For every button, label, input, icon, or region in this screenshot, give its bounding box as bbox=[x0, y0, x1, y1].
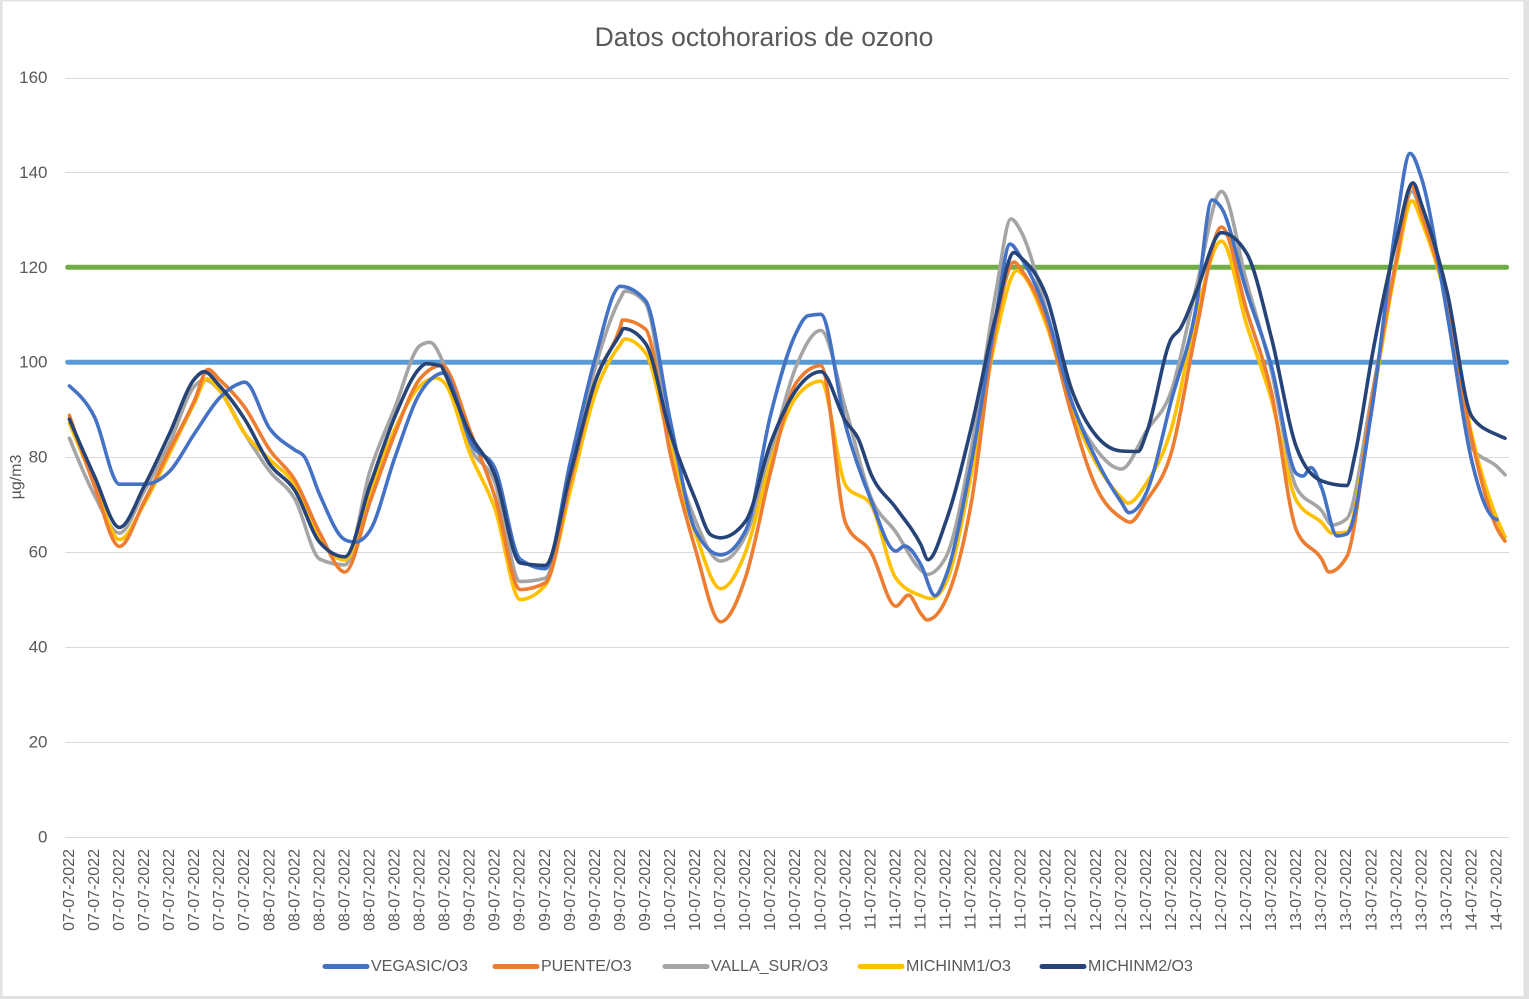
svg-text:07-07-2022: 07-07-2022 bbox=[161, 849, 178, 931]
svg-text:13-07-2022: 13-07-2022 bbox=[1363, 849, 1380, 931]
svg-text:20: 20 bbox=[29, 732, 48, 751]
svg-text:07-07-2022: 07-07-2022 bbox=[136, 849, 153, 931]
svg-text:12-07-2022: 12-07-2022 bbox=[1188, 849, 1205, 931]
svg-text:08-07-2022: 08-07-2022 bbox=[261, 849, 278, 931]
svg-text:09-07-2022: 09-07-2022 bbox=[637, 849, 654, 931]
svg-text:13-07-2022: 13-07-2022 bbox=[1288, 849, 1305, 931]
svg-text:MICHINM1/O3: MICHINM1/O3 bbox=[906, 958, 1011, 975]
svg-text:07-07-2022: 07-07-2022 bbox=[61, 849, 78, 931]
svg-text:11-07-2022: 11-07-2022 bbox=[1013, 849, 1030, 930]
svg-text:11-07-2022: 11-07-2022 bbox=[887, 849, 904, 930]
svg-text:10-07-2022: 10-07-2022 bbox=[712, 849, 729, 931]
svg-text:14-07-2022: 14-07-2022 bbox=[1489, 849, 1506, 931]
svg-text:10-07-2022: 10-07-2022 bbox=[737, 849, 754, 931]
svg-text:13-07-2022: 13-07-2022 bbox=[1338, 849, 1355, 931]
svg-text:07-07-2022: 07-07-2022 bbox=[86, 849, 103, 931]
svg-text:09-07-2022: 09-07-2022 bbox=[512, 849, 529, 931]
svg-text:10-07-2022: 10-07-2022 bbox=[787, 849, 804, 931]
svg-text:07-07-2022: 07-07-2022 bbox=[211, 849, 228, 931]
svg-text:12-07-2022: 12-07-2022 bbox=[1113, 849, 1130, 931]
svg-text:08-07-2022: 08-07-2022 bbox=[412, 849, 429, 931]
svg-text:VEGASIC/O3: VEGASIC/O3 bbox=[371, 958, 468, 975]
svg-text:09-07-2022: 09-07-2022 bbox=[537, 849, 554, 931]
svg-text:11-07-2022: 11-07-2022 bbox=[988, 849, 1005, 930]
svg-text:10-07-2022: 10-07-2022 bbox=[687, 849, 704, 931]
svg-text:12-07-2022: 12-07-2022 bbox=[1138, 849, 1155, 931]
svg-text:12-07-2022: 12-07-2022 bbox=[1063, 849, 1080, 931]
svg-text:11-07-2022: 11-07-2022 bbox=[938, 849, 955, 930]
svg-text:12-07-2022: 12-07-2022 bbox=[1088, 849, 1105, 931]
svg-text:08-07-2022: 08-07-2022 bbox=[437, 849, 454, 931]
svg-text:MICHINM2/O3: MICHINM2/O3 bbox=[1088, 958, 1193, 975]
svg-text:160: 160 bbox=[19, 68, 47, 87]
svg-text:13-07-2022: 13-07-2022 bbox=[1313, 849, 1330, 931]
svg-text:µg/m3: µg/m3 bbox=[8, 455, 25, 500]
svg-text:13-07-2022: 13-07-2022 bbox=[1388, 849, 1405, 931]
svg-text:13-07-2022: 13-07-2022 bbox=[1438, 849, 1455, 931]
svg-text:11-07-2022: 11-07-2022 bbox=[862, 849, 879, 930]
svg-text:09-07-2022: 09-07-2022 bbox=[587, 849, 604, 931]
svg-text:11-07-2022: 11-07-2022 bbox=[963, 849, 980, 930]
svg-text:08-07-2022: 08-07-2022 bbox=[336, 849, 353, 931]
svg-text:11-07-2022: 11-07-2022 bbox=[1038, 849, 1055, 930]
svg-text:09-07-2022: 09-07-2022 bbox=[462, 849, 479, 931]
svg-text:08-07-2022: 08-07-2022 bbox=[286, 849, 303, 931]
svg-text:PUENTE/O3: PUENTE/O3 bbox=[541, 958, 632, 975]
svg-text:100: 100 bbox=[19, 353, 47, 372]
svg-text:12-07-2022: 12-07-2022 bbox=[1163, 849, 1180, 931]
svg-text:07-07-2022: 07-07-2022 bbox=[111, 849, 128, 931]
svg-text:Datos octohorarios de ozono: Datos octohorarios de ozono bbox=[595, 22, 934, 52]
svg-text:60: 60 bbox=[29, 543, 48, 562]
svg-text:11-07-2022: 11-07-2022 bbox=[913, 849, 930, 930]
svg-text:140: 140 bbox=[19, 163, 47, 182]
svg-text:10-07-2022: 10-07-2022 bbox=[762, 849, 779, 931]
svg-text:07-07-2022: 07-07-2022 bbox=[236, 849, 253, 931]
svg-text:09-07-2022: 09-07-2022 bbox=[562, 849, 579, 931]
svg-text:80: 80 bbox=[29, 448, 48, 467]
svg-text:10-07-2022: 10-07-2022 bbox=[662, 849, 679, 931]
svg-text:12-07-2022: 12-07-2022 bbox=[1213, 849, 1230, 931]
svg-text:12-07-2022: 12-07-2022 bbox=[1238, 849, 1255, 931]
svg-text:13-07-2022: 13-07-2022 bbox=[1263, 849, 1280, 931]
svg-text:08-07-2022: 08-07-2022 bbox=[387, 849, 404, 931]
svg-text:08-07-2022: 08-07-2022 bbox=[361, 849, 378, 931]
svg-text:09-07-2022: 09-07-2022 bbox=[487, 849, 504, 931]
svg-text:10-07-2022: 10-07-2022 bbox=[812, 849, 829, 931]
svg-text:0: 0 bbox=[38, 827, 47, 846]
svg-text:VALLA_SUR/O3: VALLA_SUR/O3 bbox=[711, 958, 828, 975]
svg-text:09-07-2022: 09-07-2022 bbox=[612, 849, 629, 931]
svg-text:10-07-2022: 10-07-2022 bbox=[837, 849, 854, 931]
svg-text:14-07-2022: 14-07-2022 bbox=[1464, 849, 1481, 931]
svg-text:08-07-2022: 08-07-2022 bbox=[311, 849, 328, 931]
svg-text:40: 40 bbox=[29, 638, 48, 657]
svg-text:07-07-2022: 07-07-2022 bbox=[186, 849, 203, 931]
svg-text:120: 120 bbox=[19, 258, 47, 277]
svg-text:13-07-2022: 13-07-2022 bbox=[1413, 849, 1430, 931]
